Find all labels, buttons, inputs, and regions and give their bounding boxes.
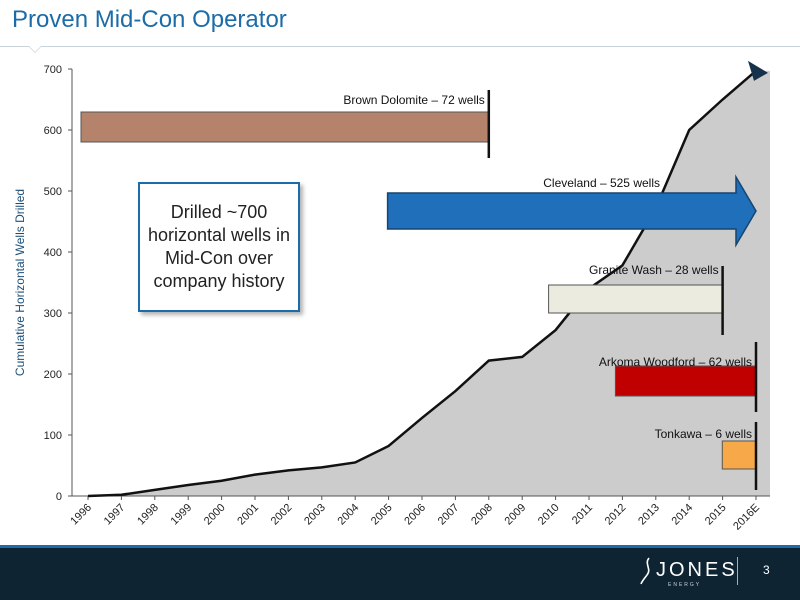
y-tick-label: 700 <box>44 64 62 76</box>
x-tick-label: 2006 <box>402 502 428 528</box>
title-divider-notch-fill <box>29 46 41 52</box>
footer-bar: JONES ENERGY 3 <box>0 545 800 600</box>
y-tick-label: 500 <box>44 186 62 198</box>
y-tick-label: 200 <box>44 369 62 381</box>
x-tick-label: 2001 <box>235 502 261 528</box>
x-tick-label: 1999 <box>169 502 195 528</box>
x-tick-label: 1998 <box>135 502 161 528</box>
cumulative-wells-chart: 0 100 200 300 400 500 600 700 1996 1997 1998 1999 20… <box>13 60 770 533</box>
logo-divider <box>737 557 738 585</box>
play-bar-cleveland <box>386 174 757 248</box>
logo-text: JONES <box>656 559 738 581</box>
x-tick-label: 2014 <box>670 502 696 528</box>
jones-logo-icon <box>640 557 650 585</box>
y-tick-label: 100 <box>44 430 62 442</box>
line-end-arrow <box>748 60 768 81</box>
x-tick-label: 2003 <box>302 502 328 528</box>
y-tick-label: 0 <box>56 491 62 503</box>
title-divider <box>0 46 800 47</box>
x-tick-label: 2012 <box>603 502 629 528</box>
x-tick-label: 1996 <box>68 502 94 528</box>
page-title: Proven Mid-Con Operator <box>12 6 287 33</box>
x-tick-label: 2002 <box>269 502 295 528</box>
play-label-cleveland: Cleveland – 525 wells <box>543 176 660 190</box>
x-tick-label: 2007 <box>436 502 462 528</box>
play-label-granite-wash: Granite Wash – 28 wells <box>589 263 719 277</box>
x-tick-label: 2010 <box>536 502 562 528</box>
summary-callout: Drilled ~700 horizontal wells in Mid-Con… <box>138 182 300 312</box>
y-tick-label: 300 <box>44 308 62 320</box>
x-tick-label: 2013 <box>636 502 662 528</box>
play-bar-brown-dolomite <box>80 111 490 143</box>
x-tick-label: 2005 <box>369 502 395 528</box>
play-label-tonkawa: Tonkawa – 6 wells <box>655 427 752 441</box>
y-tick-label: 600 <box>44 125 62 137</box>
x-tick-label: 2015 <box>703 502 729 528</box>
play-bar-arkoma-woodford <box>614 365 757 397</box>
play-bar-tonkawa <box>721 440 757 470</box>
x-tick-label: 2009 <box>503 502 529 528</box>
x-tick-label: 2011 <box>570 502 595 527</box>
page-number: 3 <box>763 563 770 577</box>
x-tick-label: 1997 <box>102 502 128 528</box>
play-label-arkoma-woodford: Arkoma Woodford – 62 wells <box>599 355 752 369</box>
y-axis-label: Cumulative Horizontal Wells Drilled <box>13 189 27 376</box>
x-tick-label: 2016E <box>731 502 762 533</box>
logo-subtext: ENERGY <box>668 582 702 588</box>
x-tick-label: 2008 <box>469 502 495 528</box>
area-fill <box>88 70 770 496</box>
y-tick-label: 400 <box>44 247 62 259</box>
x-tick-label: 2004 <box>336 502 362 528</box>
play-bar-granite-wash <box>548 284 724 314</box>
x-tick-label: 2000 <box>202 502 228 528</box>
footer-accent-line <box>0 545 800 548</box>
play-label-brown-dolomite: Brown Dolomite – 72 wells <box>343 93 484 107</box>
